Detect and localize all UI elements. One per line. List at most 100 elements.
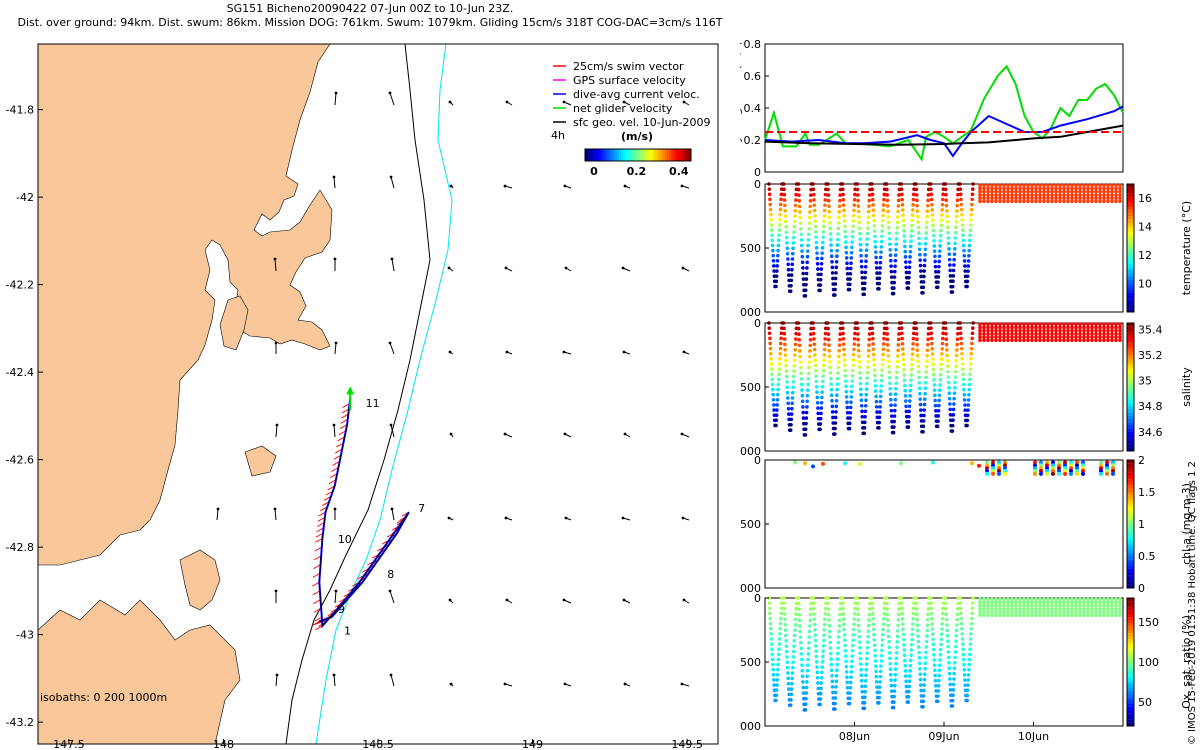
- profile-point: [874, 664, 878, 668]
- surface-point: [1034, 600, 1038, 605]
- profile-point: [916, 370, 921, 374]
- profile-point: [954, 634, 959, 638]
- colorbar-cell: [1127, 559, 1134, 563]
- profile-point: [970, 341, 974, 346]
- profile-point: [929, 601, 933, 605]
- colorbar-cell: [1127, 607, 1134, 611]
- profile-point: [924, 375, 928, 380]
- surface-point: [1062, 189, 1066, 194]
- profile-point: [941, 336, 945, 341]
- profile-point: [815, 390, 819, 394]
- profile-point: [803, 288, 808, 293]
- profile-point: [908, 255, 912, 259]
- profile-point: [798, 215, 802, 220]
- geo-arrow: [390, 674, 395, 687]
- profile-point: [918, 258, 922, 262]
- surface-point: [978, 322, 982, 327]
- surface-point: [1106, 600, 1110, 605]
- profile-point: [955, 348, 959, 352]
- profile-point: [971, 326, 975, 330]
- colorbar-cell: [657, 149, 660, 161]
- profile-point: [786, 681, 791, 686]
- profile-point: [858, 651, 862, 655]
- surface-point: [1102, 613, 1106, 618]
- profile-point: [886, 359, 891, 364]
- profile-point: [966, 403, 971, 407]
- profile-point: [806, 377, 811, 381]
- profile-point: [781, 596, 786, 600]
- profile-point: [877, 690, 882, 695]
- geo-arrow-head: [447, 516, 451, 520]
- surface-point: [1078, 338, 1082, 343]
- surface-point: [1038, 186, 1042, 191]
- profile-point: [787, 412, 791, 416]
- surface-point: [1050, 196, 1054, 200]
- profile-point: [819, 686, 823, 691]
- profile-point: [864, 398, 868, 403]
- profile-point: [889, 269, 894, 274]
- colorbar-cell: [1127, 623, 1134, 627]
- profile-point: [865, 656, 869, 661]
- profile-point: [915, 612, 919, 617]
- profile-point: [886, 220, 891, 225]
- colorbar-cell: [623, 149, 626, 161]
- profile-point: [806, 663, 810, 667]
- surface-point: [1114, 607, 1118, 611]
- colorbar-cell: [607, 149, 610, 161]
- profile-point: [948, 268, 952, 273]
- geo-arrow-head: [389, 673, 393, 677]
- colorbar-cell: [1127, 305, 1134, 309]
- surface-point: [1070, 189, 1074, 194]
- chla-point: [1051, 463, 1055, 468]
- colorbar-cell: [639, 149, 642, 161]
- profile-point: [965, 688, 970, 693]
- colorbar-cell: [1127, 254, 1134, 258]
- surface-point: [1118, 183, 1122, 188]
- velocity-y-tick-label: 0.2: [744, 134, 762, 147]
- profile-point: [961, 657, 966, 662]
- depth-y-tick-label: 500: [740, 242, 761, 255]
- profile-point: [823, 612, 827, 616]
- surface-point: [978, 186, 982, 191]
- profile-point: [892, 689, 897, 693]
- profile-point: [829, 254, 834, 259]
- colorbar-cell: [637, 149, 640, 161]
- swim-vector: [316, 527, 324, 533]
- colorbar-cell: [1127, 543, 1134, 547]
- profile-point: [785, 380, 789, 384]
- profile-point: [878, 255, 883, 260]
- profile-point: [867, 204, 871, 208]
- profile-point: [796, 601, 801, 606]
- profile-point: [933, 668, 937, 673]
- surface-point: [1106, 335, 1110, 339]
- profile-point: [809, 607, 813, 611]
- surface-point: [1034, 603, 1038, 608]
- profile-point: [796, 596, 801, 600]
- profile-point: [849, 395, 854, 399]
- profile-point: [874, 680, 879, 684]
- surface-point: [1026, 193, 1030, 197]
- surface-point: [1018, 328, 1022, 333]
- surface-point: [1118, 199, 1122, 204]
- chla-point: [1039, 466, 1043, 471]
- profile-point: [818, 277, 823, 282]
- profile-point: [911, 197, 916, 202]
- geo-arrow-head: [562, 350, 566, 354]
- depth-y-tick-label: 500: [740, 518, 761, 531]
- profile-point: [821, 369, 826, 373]
- colorbar-cell: [1127, 568, 1134, 573]
- surface-point: [1026, 186, 1030, 191]
- swim-vector: [340, 418, 348, 424]
- profile-point: [789, 278, 794, 283]
- surface-point: [1006, 199, 1010, 204]
- profile-point: [923, 258, 927, 262]
- profile-point: [803, 708, 808, 712]
- profile-point: [863, 695, 867, 700]
- profile-point: [791, 235, 796, 240]
- geo-arrow: [389, 590, 395, 604]
- colorbar-cell: [1127, 617, 1134, 621]
- profile-point: [962, 398, 967, 402]
- surface-point: [1058, 607, 1062, 611]
- surface-point: [1010, 328, 1014, 333]
- map-y-tick-label: -42.8: [6, 541, 34, 554]
